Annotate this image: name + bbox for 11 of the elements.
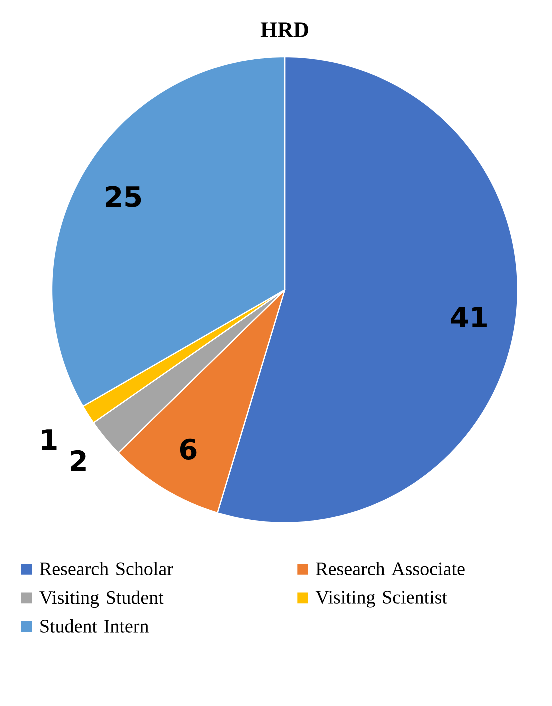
- data-label: 41: [451, 307, 487, 328]
- chart-title: HRD: [260, 22, 308, 38]
- legend-label: Research Associate: [316, 562, 465, 576]
- data-label: 1: [42, 430, 57, 450]
- legend-label: Visiting Scientist: [316, 591, 448, 608]
- data-label: 25: [106, 186, 142, 208]
- legend-label: Research Scholar: [40, 562, 174, 576]
- legend-label: Visiting Student: [40, 590, 164, 608]
- data-label: 6: [180, 438, 197, 460]
- legend-label: Student Intern: [40, 620, 149, 633]
- data-label: 2: [71, 450, 86, 472]
